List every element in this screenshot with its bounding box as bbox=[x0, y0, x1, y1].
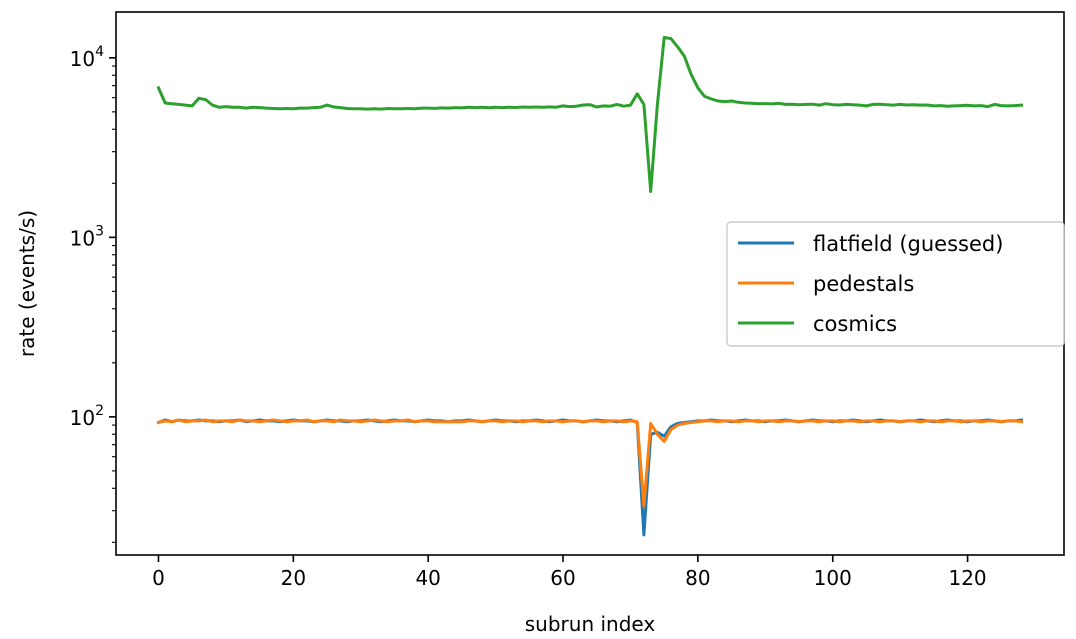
x-tick-label-120: 120 bbox=[948, 566, 986, 590]
legend-label-0: flatfield (guessed) bbox=[813, 232, 1003, 256]
x-tick-label-40: 40 bbox=[415, 566, 440, 590]
x-axis-label: subrun index bbox=[525, 612, 656, 636]
legend-label-2: cosmics bbox=[813, 312, 897, 336]
legend-label-1: pedestals bbox=[813, 272, 914, 296]
legend: flatfield (guessed) pedestals cosmics bbox=[727, 222, 1064, 346]
y-axis-label: rate (events/s) bbox=[15, 210, 39, 357]
x-tick-label-0: 0 bbox=[152, 566, 165, 590]
x-tick-label-80: 80 bbox=[685, 566, 710, 590]
x-tick-label-60: 60 bbox=[550, 566, 575, 590]
x-tick-label-100: 100 bbox=[814, 566, 852, 590]
x-tick-label-20: 20 bbox=[281, 566, 306, 590]
